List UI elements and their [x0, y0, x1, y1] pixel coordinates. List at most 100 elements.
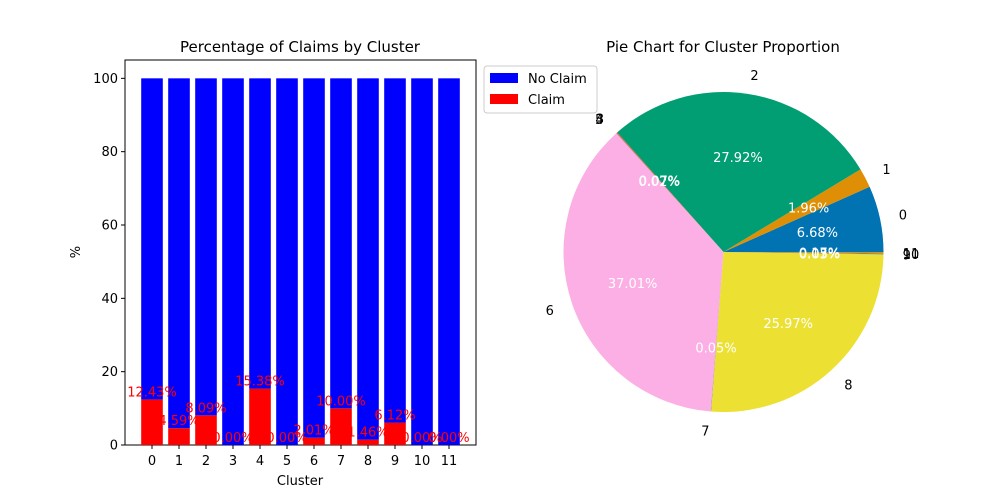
bar-no-claim — [438, 78, 460, 445]
x-tick-label: 11 — [441, 454, 458, 469]
pie-category-label: 9 — [903, 249, 911, 264]
pie-category-label: 8 — [844, 378, 852, 393]
bar-data-label: 0.00% — [428, 431, 469, 446]
x-tick-label: 1 — [175, 454, 183, 469]
bar-no-claim — [384, 78, 406, 423]
bar-no-claim — [411, 78, 433, 445]
y-tick-label: 0 — [110, 439, 118, 454]
bar-data-label: 4.59% — [158, 414, 199, 429]
pie-percent-label: 0.05% — [695, 342, 736, 357]
bar-claim — [330, 408, 352, 445]
x-tick-label: 4 — [256, 454, 264, 469]
bar-data-label: 15.38% — [235, 375, 285, 390]
bar-data-label: 12.43% — [127, 385, 177, 400]
pie-percent-labels: 6.68%1.96%27.92%0.07%0.07%0.02%37.01%0.0… — [608, 151, 840, 357]
bar-no-claim — [357, 78, 379, 440]
pie-percent-label: 1.96% — [788, 202, 829, 217]
bar-claim — [141, 399, 163, 445]
pie-percent-label: 0.03% — [799, 247, 840, 262]
pie-category-label: 4 — [595, 113, 603, 128]
bar-data-label: 2.01% — [293, 424, 334, 439]
bar-data-label: 6.12% — [374, 409, 415, 424]
pie-category-label: 3 — [596, 112, 604, 127]
bar-no-claim — [195, 78, 217, 416]
bar-data-label: 0.00% — [401, 431, 442, 446]
pie-slice — [616, 132, 724, 252]
y-axis-label: % — [69, 246, 84, 258]
bar-data-label: 0.00% — [212, 431, 253, 446]
y-tick-label: 80 — [101, 145, 118, 160]
bar-chart-panel: Percentage of Claims by Cluster 0 20 40 60 8… — [69, 38, 598, 489]
pie-slice — [723, 252, 884, 255]
pie-slice — [723, 169, 870, 252]
bar-claim — [168, 428, 190, 445]
pie-slice — [617, 91, 861, 253]
pie-slice — [616, 132, 724, 252]
pie-slices — [563, 91, 884, 412]
bar-data-label: 1.46% — [347, 426, 388, 441]
pie-chart-title: Pie Chart for Cluster Proportion — [606, 38, 840, 56]
pie-category-label: 6 — [546, 304, 554, 319]
y-tick-label: 100 — [93, 72, 118, 87]
bar-claim — [249, 388, 271, 445]
bar-claim — [195, 415, 217, 445]
legend-label: No Claim — [528, 72, 587, 87]
bar-no-claim — [249, 78, 271, 389]
pie-slice — [723, 186, 884, 252]
bar-data-label: 10.00% — [316, 394, 366, 409]
pie-category-label: 7 — [701, 425, 709, 440]
pie-chart-panel: Pie Chart for Cluster Proportion 0 1 2 345 6… — [546, 38, 920, 440]
bar-no-claim — [330, 78, 352, 409]
pie-category-label: 5 — [595, 113, 603, 128]
bar-plot-area — [124, 59, 477, 446]
pie-slice — [723, 252, 884, 255]
x-axis-label: Cluster — [277, 474, 324, 489]
pie-category-label: 11 — [903, 247, 920, 262]
bar-chart-title: Percentage of Claims by Cluster — [180, 38, 421, 56]
y-tick-label: 40 — [101, 292, 118, 307]
pie-slice — [616, 133, 724, 252]
x-tick-label: 10 — [414, 454, 431, 469]
pie-percent-label: 37.01% — [608, 277, 658, 292]
pie-percent-label: 0.07% — [639, 174, 680, 189]
pie-category-label: 0 — [899, 209, 907, 224]
bar-no-claim — [222, 78, 244, 445]
x-axis-ticks: 0 1 2 3 4 5 6 7 8 9 10 11 — [148, 445, 457, 469]
x-tick-label: 9 — [391, 454, 399, 469]
x-tick-label: 3 — [229, 454, 237, 469]
bar-data-labels: 12.43%4.59%8.09%0.00%15.38%0.00%2.01%10.… — [127, 375, 469, 446]
pie-percent-label: 6.68% — [797, 226, 838, 241]
x-tick-label: 7 — [337, 454, 345, 469]
bar-claim — [357, 439, 379, 445]
x-tick-label: 8 — [364, 454, 372, 469]
pie-category-label: 10 — [903, 248, 920, 263]
y-tick-label: 60 — [101, 219, 118, 234]
pie-slice — [711, 252, 884, 412]
bar-no-claim — [276, 78, 298, 445]
pie-category-label: 1 — [882, 163, 890, 178]
pie-slice — [563, 133, 724, 412]
bar-data-label: 0.00% — [266, 431, 307, 446]
x-tick-label: 5 — [283, 454, 291, 469]
bar-no-claim — [141, 78, 163, 400]
pie-percent-label: 0.05% — [799, 247, 840, 262]
pie-category-label: 2 — [750, 69, 758, 84]
y-tick-label: 20 — [101, 365, 118, 380]
pie-percent-label: 0.07% — [639, 175, 680, 190]
legend: No Claim Claim — [483, 65, 598, 114]
bar-claim — [384, 422, 406, 445]
legend-label: Claim — [528, 93, 565, 108]
pie-percent-label: 0.02% — [638, 175, 679, 190]
legend-swatch — [490, 73, 518, 83]
pie-percent-label: 27.92% — [713, 151, 763, 166]
pie-slice — [710, 252, 724, 412]
bar-no-claim — [303, 78, 325, 438]
pie-slice — [723, 252, 884, 254]
y-axis-ticks: 0 20 40 60 80 100 — [93, 72, 125, 454]
x-tick-label: 6 — [310, 454, 318, 469]
bar-series — [141, 78, 460, 445]
pie-percent-label: 0.17% — [799, 247, 840, 262]
pie-percent-label: 25.97% — [763, 317, 813, 332]
